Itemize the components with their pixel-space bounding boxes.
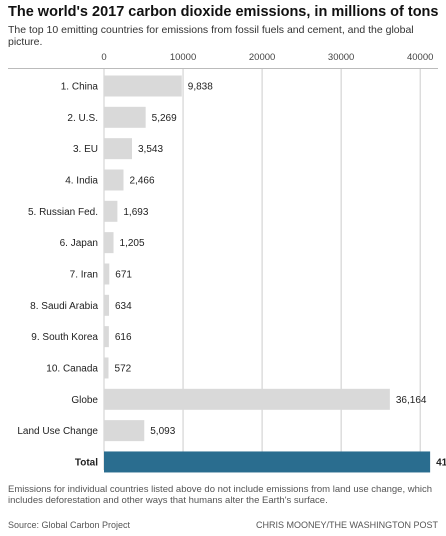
chart-subtitle: The top 10 emitting countries for emissi… [8,24,414,48]
source-note: Source: Global Carbon Project [8,520,131,530]
data-label: 5,269 [152,113,177,124]
bar [104,326,109,348]
category-label: 6. Japan [60,238,98,249]
x-tick-label: 20000 [249,52,275,63]
bar [104,388,390,410]
bar [104,106,146,128]
data-label: 671 [115,269,132,280]
category-label: 9. South Korea [31,332,98,343]
category-label: 8. Saudi Arabia [30,301,98,312]
category-label: Globe [71,395,98,406]
data-label: 572 [115,363,132,374]
chart-title: The world's 2017 carbon dioxide emission… [8,4,439,20]
data-label: 1,205 [120,238,145,249]
x-tick-label: 30000 [328,52,354,63]
data-label: 1,693 [123,207,148,218]
category-label: 3. EU [73,144,98,155]
bar [104,420,145,442]
data-label: 41,257 [436,457,446,468]
category-label: 5. Russian Fed. [28,207,98,218]
x-tick-label: 40000 [407,52,433,63]
bar [104,232,114,254]
bar [104,169,124,191]
footnote: Emissions for individual countries liste… [8,484,433,506]
data-label: 2,466 [129,175,154,186]
bar [104,75,182,97]
bar-chart: 0 10000 20000 30000 40000 1. China 9,838 2. U.S… [17,52,446,473]
data-label: 9,838 [188,82,213,93]
data-label: 36,164 [396,395,427,406]
category-label: 1. China [61,82,99,93]
data-label: 616 [115,332,132,343]
category-label: Land Use Change [17,426,98,437]
x-tick-label: 0 [101,52,106,63]
category-label: 10. Canada [46,363,98,374]
data-label: 634 [115,301,132,312]
category-label: Total [75,457,98,468]
bar [104,294,110,316]
bar [104,138,133,160]
bar [104,200,118,222]
category-label: 7. Iran [70,269,98,280]
data-label: 3,543 [138,144,163,155]
category-label: 4. India [65,175,98,186]
bar [104,357,109,379]
x-tick-label: 10000 [170,52,196,63]
category-label: 2. U.S. [67,113,98,124]
credit-line: CHRIS MOONEY/THE WASHINGTON POST [255,520,438,530]
header-divider [8,68,438,69]
data-label: 5,093 [150,426,175,437]
bar [104,263,110,285]
total-bar [104,451,431,473]
